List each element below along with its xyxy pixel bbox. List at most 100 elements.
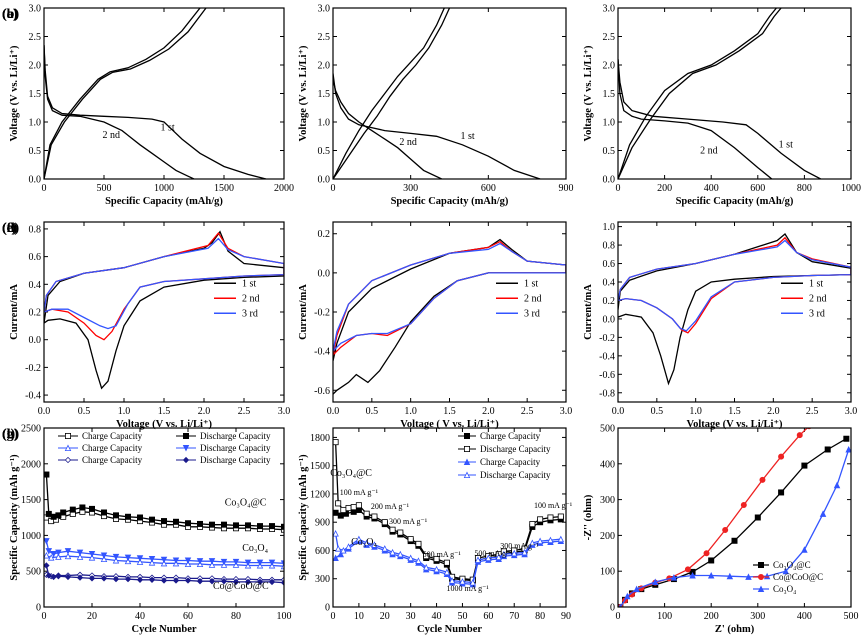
x-tick-label: 0.0	[38, 406, 51, 417]
legend-label: 1 st	[242, 279, 256, 290]
data-point	[64, 552, 72, 560]
y-tick-label: -0.2	[25, 363, 41, 374]
series-line-4	[44, 8, 207, 179]
data-point	[433, 555, 440, 562]
data-point	[389, 526, 396, 533]
data-point	[100, 552, 108, 559]
data-point	[500, 550, 508, 558]
data-point	[740, 501, 747, 508]
data-point	[124, 554, 132, 562]
data-point	[381, 545, 389, 552]
data-point	[136, 558, 144, 565]
data-point	[196, 578, 204, 585]
panel-d: 0.0 0.5 1.0 1.5 2.0 2.5 3.0 -0.4 -0.2 0.0 0.2 0.4 0.…	[2, 221, 290, 430]
series-line-5	[46, 574, 284, 581]
data-point	[55, 573, 62, 580]
data-point	[64, 548, 72, 555]
data-point	[160, 518, 167, 525]
data-point	[778, 489, 785, 496]
panel-c: 0 200 400 600 800 1000 0.0 0.5 1.0 1.5 2.0 2.5 3.0 (c…	[2, 4, 861, 208]
y-tick-label: 100	[600, 567, 615, 578]
panel-label: (d)	[2, 221, 19, 236]
series-line-3	[618, 8, 777, 179]
data-point	[845, 445, 851, 453]
x-axis-label: Z' (ohm)	[715, 624, 755, 635]
data-point	[443, 568, 451, 576]
data-point	[268, 523, 275, 530]
annotation-label: Co₃O₄	[351, 537, 377, 548]
legend-label: Charge Capacity	[82, 443, 143, 453]
y-tick-label: 2.5	[29, 32, 42, 43]
data-point	[433, 565, 440, 573]
y-tick-label: 2500	[21, 424, 41, 435]
series-group	[333, 439, 565, 588]
legend-marker	[65, 432, 72, 439]
data-point	[88, 551, 96, 558]
data-point	[44, 538, 50, 545]
x-axis-label: Specific Capacity (mAh/g)	[676, 196, 794, 207]
data-point	[843, 435, 850, 442]
data-point	[44, 471, 50, 478]
x-tick-label: 400	[797, 611, 812, 622]
data-point	[824, 446, 831, 453]
annotation-label: 1 st	[161, 123, 175, 134]
data-point	[148, 576, 156, 583]
y-tick-label: 0.5	[318, 146, 331, 157]
y-tick-label: 600	[315, 546, 330, 557]
data-point	[778, 453, 785, 460]
y-axis-label: Specific Capacity (mAh g⁻¹)	[9, 454, 20, 581]
data-point	[333, 439, 339, 446]
data-point	[334, 545, 342, 552]
y-axis-label: Voltage (V vs. Li/Li⁺)	[583, 45, 594, 141]
data-point	[363, 539, 370, 546]
x-tick-label: 1.5	[443, 406, 456, 417]
legend-marker	[463, 432, 470, 439]
x-tick-label: 0.0	[612, 406, 625, 417]
data-point	[79, 504, 86, 511]
legend-label: 1 st	[524, 279, 538, 290]
y-tick-label: -0.4	[314, 347, 330, 358]
series-line-2	[44, 45, 195, 179]
data-point	[459, 578, 466, 585]
series-group	[44, 471, 284, 586]
x-tick-label: 20	[380, 611, 390, 622]
data-point	[557, 513, 564, 520]
data-point	[184, 560, 192, 568]
x-tick-label: 50	[457, 611, 467, 622]
data-point	[124, 557, 132, 565]
y-tick-label: 3.0	[318, 4, 331, 15]
data-point	[833, 481, 841, 489]
y-tick-label: 0.0	[29, 175, 42, 186]
data-point	[754, 514, 761, 521]
y-tick-label: 400	[600, 459, 615, 470]
series-line-4	[333, 8, 451, 179]
y-tick-label: 2000	[21, 459, 41, 470]
data-point	[124, 575, 132, 583]
x-tick-label: 3.0	[278, 406, 291, 417]
annotation-label: 200 mA g⁻¹	[371, 502, 410, 511]
data-point	[208, 561, 216, 568]
legend-label: Discharge Capacity	[200, 455, 271, 465]
plot-frame	[332, 221, 567, 403]
data-point	[64, 573, 72, 581]
data-point	[521, 548, 528, 556]
y-tick-label: -0.6	[599, 370, 615, 381]
plot-frame	[43, 7, 285, 180]
panel-a: 0 500 1000 1500 2000 0.0 0.5 1.0 1.5 2.0 2.5 3.0 (a)…	[2, 4, 294, 208]
data-point	[112, 556, 120, 564]
data-point	[703, 550, 710, 557]
x-tick-label: 70	[509, 611, 519, 622]
data-point	[88, 575, 96, 582]
y-tick-label: 0.2	[318, 229, 331, 240]
plot-frame	[617, 427, 852, 608]
legend-label: Discharge Capacity	[200, 443, 271, 453]
legend-label: 1 st	[809, 279, 823, 290]
data-point	[220, 558, 228, 566]
plot-frame	[617, 7, 852, 180]
y-tick-label: 1500	[21, 495, 41, 506]
legend-label: Charge Capacity	[480, 457, 541, 467]
data-point	[184, 557, 192, 564]
data-point	[345, 505, 352, 512]
panel-f: 0.0 0.5 1.0 1.5 2.0 2.5 3.0-0.8-0.6-0.4-0.20.0…	[2, 221, 857, 430]
